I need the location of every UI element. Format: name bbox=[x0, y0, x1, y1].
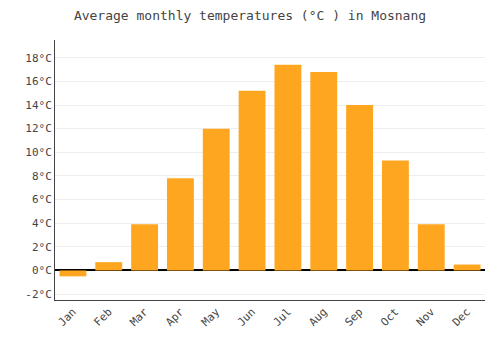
svg-text:Mar: Mar bbox=[127, 305, 151, 329]
svg-text:Jun: Jun bbox=[235, 306, 258, 329]
svg-text:May: May bbox=[199, 305, 223, 329]
svg-text:Dec: Dec bbox=[450, 306, 473, 329]
svg-text:4°C: 4°C bbox=[32, 217, 52, 230]
svg-text:2°C: 2°C bbox=[32, 241, 52, 254]
svg-text:Aug: Aug bbox=[307, 306, 330, 329]
svg-text:16°C: 16°C bbox=[25, 75, 52, 88]
svg-text:Nov: Nov bbox=[414, 305, 438, 329]
svg-text:0°C: 0°C bbox=[32, 264, 52, 277]
svg-text:Jan: Jan bbox=[56, 306, 79, 329]
svg-text:Average monthly temperatures (: Average monthly temperatures (°C ) in Mo… bbox=[74, 8, 426, 23]
svg-text:-2°C: -2°C bbox=[25, 288, 52, 301]
svg-text:Apr: Apr bbox=[163, 305, 187, 329]
svg-text:10°C: 10°C bbox=[25, 146, 52, 159]
svg-text:Sep: Sep bbox=[342, 306, 365, 329]
svg-text:8°C: 8°C bbox=[32, 170, 52, 183]
svg-text:14°C: 14°C bbox=[25, 99, 52, 112]
svg-text:Jul: Jul bbox=[271, 306, 294, 329]
svg-text:Feb: Feb bbox=[92, 306, 115, 329]
svg-text:12°C: 12°C bbox=[25, 122, 52, 135]
svg-text:18°C: 18°C bbox=[25, 52, 52, 65]
svg-text:Oct: Oct bbox=[378, 306, 401, 329]
svg-text:6°C: 6°C bbox=[32, 193, 52, 206]
